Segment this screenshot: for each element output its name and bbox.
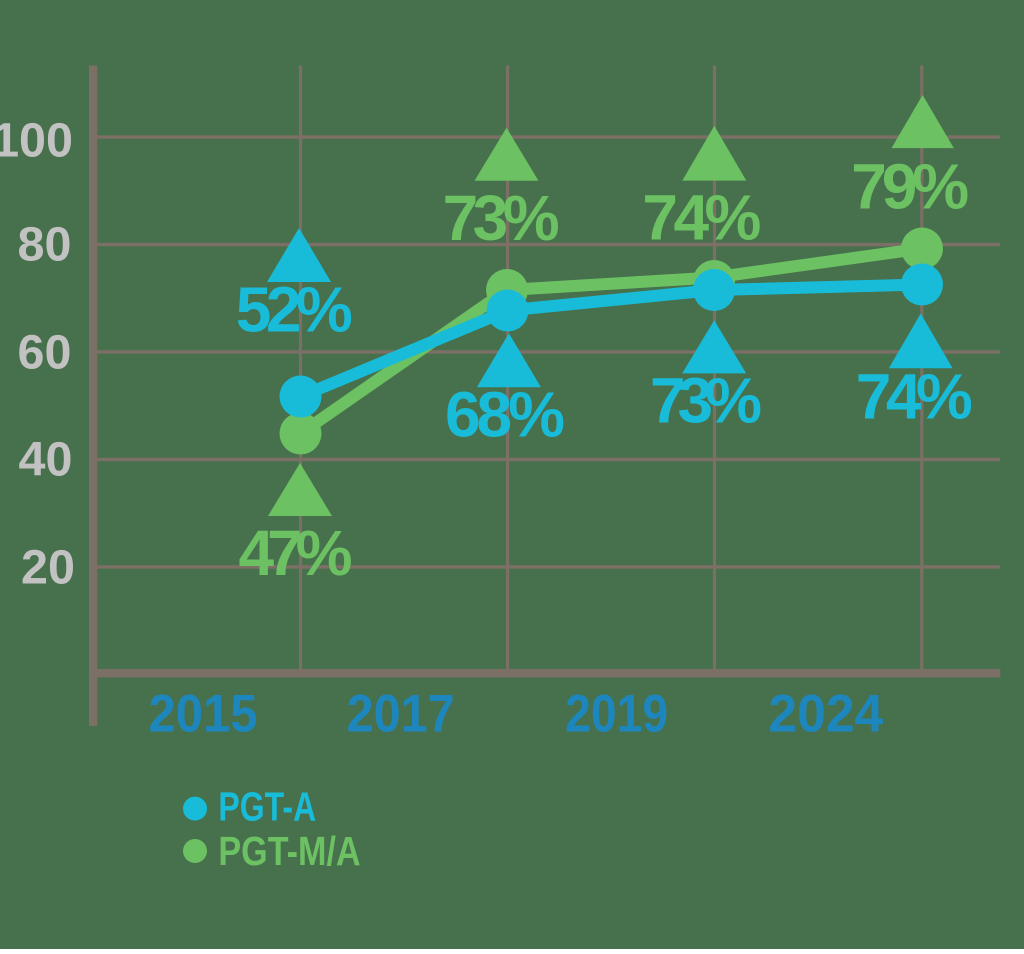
svg-text:2015: 2015	[149, 685, 258, 744]
svg-text:47%: 47%	[239, 517, 353, 589]
svg-text:20: 20	[21, 541, 75, 595]
svg-text:2017: 2017	[347, 685, 455, 744]
svg-text:73%: 73%	[443, 182, 560, 254]
svg-text:PGT-A: PGT-A	[218, 784, 316, 830]
svg-text:52%: 52%	[236, 274, 353, 346]
svg-text:74%: 74%	[642, 182, 761, 254]
svg-text:PGT-M/A: PGT-M/A	[218, 828, 360, 874]
svg-text:100: 100	[0, 113, 73, 167]
svg-text:2024: 2024	[768, 685, 884, 744]
svg-text:80: 80	[18, 217, 72, 271]
svg-text:2019: 2019	[565, 685, 668, 744]
svg-text:60: 60	[18, 326, 72, 380]
svg-text:40: 40	[19, 433, 73, 487]
svg-text:68%: 68%	[445, 378, 565, 450]
svg-text:79%: 79%	[851, 151, 969, 223]
svg-text:74%: 74%	[856, 360, 973, 432]
svg-text:73%: 73%	[650, 365, 762, 437]
